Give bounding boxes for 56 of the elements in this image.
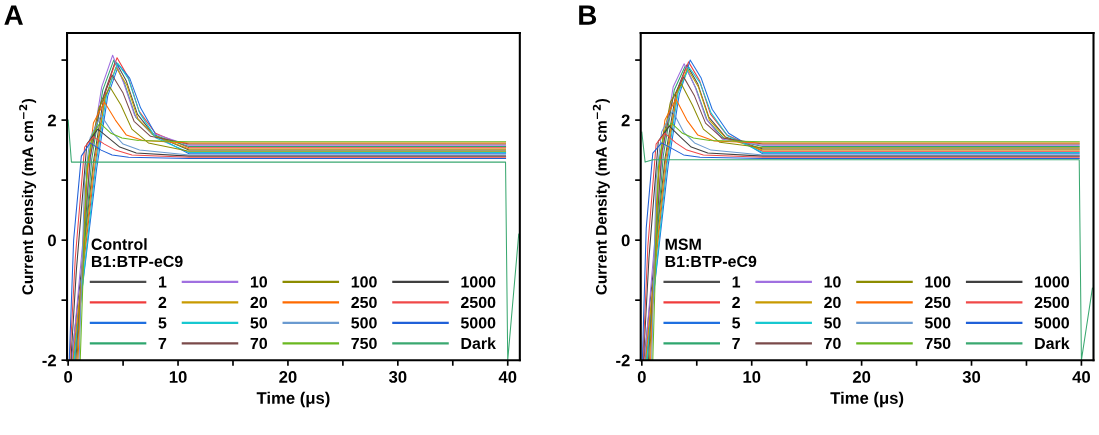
- legend-label: 5: [158, 317, 167, 329]
- legend-label: 70: [824, 337, 841, 350]
- legend-label: 100: [925, 276, 951, 288]
- legend-label: 2: [732, 296, 740, 308]
- legend-label: 10: [250, 276, 268, 288]
- x-axis-title: Time (μs): [256, 391, 330, 408]
- chart-title: A: [4, 5, 23, 25]
- legend-label: 2500: [1034, 296, 1069, 309]
- x-tick-label: 30: [962, 371, 981, 383]
- x-tick-label: 0: [637, 371, 646, 383]
- y-tick-label: -2: [42, 354, 56, 367]
- legend-label: 250: [351, 296, 377, 309]
- legend-label: 20: [250, 296, 268, 309]
- legend-label: 20: [824, 296, 841, 309]
- x-tick-label: 40: [1072, 371, 1090, 383]
- y-tick-label: 0: [621, 234, 630, 247]
- x-tick-label: 10: [743, 371, 761, 383]
- x-tick-label: 20: [279, 371, 297, 383]
- y-tick-label: 2: [621, 114, 630, 127]
- legend-label: 250: [924, 296, 951, 309]
- legend-label: 5000: [460, 317, 496, 329]
- legend-label: 50: [250, 317, 268, 329]
- legend-label: 1000: [461, 276, 496, 288]
- y-tick-label: 2: [47, 114, 56, 127]
- x-tick-label: 10: [169, 371, 187, 383]
- legend-label: Dark: [461, 337, 496, 350]
- x-tick-label: 20: [852, 371, 871, 383]
- y-tick-label: 0: [48, 234, 56, 247]
- legend-label: 5000: [1034, 317, 1069, 329]
- legend-label: 2500: [460, 296, 496, 309]
- legend-label: 50: [824, 317, 841, 329]
- legend-label: 1: [158, 276, 167, 288]
- legend-title: MSM B1:BTP-eC9: [665, 238, 757, 268]
- legend-label: 750: [925, 337, 951, 350]
- y-axis-title: Current Density (mA cm$^{−2}$): [19, 98, 37, 295]
- legend-label: 10: [824, 276, 841, 288]
- legend-label: 7: [732, 337, 740, 349]
- legend-label: 70: [250, 337, 268, 350]
- x-tick-label: 0: [64, 371, 73, 383]
- y-axis-title: Current Density (mA cm$^{−2}$): [592, 98, 610, 295]
- x-tick-label: 40: [498, 371, 517, 383]
- legend-label: 2: [158, 296, 167, 308]
- legend-label: 500: [351, 317, 377, 329]
- legend-title: Control B1:BTP-eC9: [91, 238, 183, 268]
- x-axis-title: Time (μs): [830, 391, 904, 408]
- x-tick-label: 30: [388, 371, 407, 383]
- legend-label: 5: [732, 317, 741, 329]
- legend-label: 7: [158, 337, 167, 349]
- legend-label: Dark: [1035, 337, 1070, 350]
- legend-label: 750: [351, 337, 377, 350]
- legend-label: 1000: [1035, 276, 1069, 288]
- chart-title: B: [579, 5, 597, 25]
- y-tick-label: -2: [616, 354, 630, 367]
- legend-label: 500: [924, 317, 951, 329]
- legend-label: 1: [732, 276, 741, 288]
- legend-label: 100: [351, 276, 377, 288]
